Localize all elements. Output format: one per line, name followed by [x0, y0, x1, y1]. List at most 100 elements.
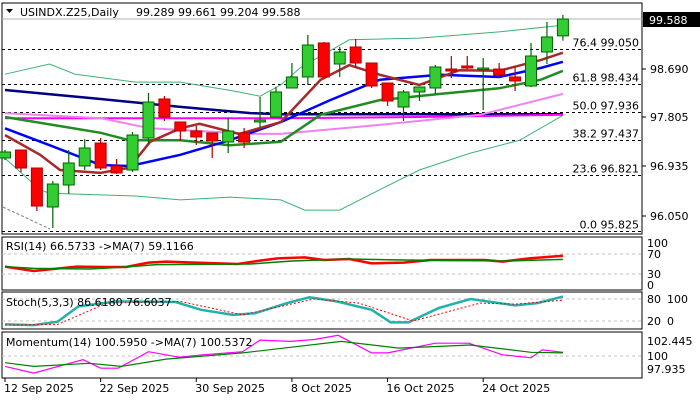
stoch-tick-label: 100: [667, 293, 688, 306]
candle[interactable]: [110, 158, 123, 174]
candle[interactable]: [190, 125, 203, 146]
bear-candle-body: [381, 82, 394, 102]
bear-candle-body: [30, 167, 43, 207]
momentum-title: Momentum(14) 100.5950 ->MA(7) 100.5372: [6, 336, 253, 349]
date-tick-label: 16 Oct 2025: [387, 382, 455, 395]
date-tick-label: 30 Sep 2025: [195, 382, 265, 395]
rsi-tick-label: 0: [647, 279, 654, 292]
fib-level-label: 0.0 95.825: [580, 219, 639, 232]
candle[interactable]: [158, 95, 171, 122]
stoch-tick-label: 20: [647, 315, 661, 328]
momentum-panel[interactable]: Momentum(14) 100.5950 ->MA(7) 100.5372: [2, 334, 642, 374]
panel-frames: [1, 2, 643, 379]
date-tick-label: 12 Sep 2025: [4, 382, 74, 395]
fib-level-label: 23.6 96.821: [573, 163, 639, 176]
candle[interactable]: [94, 138, 107, 170]
bull-candle-body: [413, 86, 426, 93]
candle[interactable]: [126, 132, 139, 173]
brown-ma-line: [4, 51, 564, 175]
symbol-label: USINDX.Z25,Daily: [20, 6, 119, 19]
candle[interactable]: [142, 92, 155, 144]
candle[interactable]: [317, 42, 330, 78]
candle[interactable]: [540, 21, 553, 65]
candle[interactable]: [78, 139, 91, 170]
candle[interactable]: [381, 82, 394, 107]
candle[interactable]: [238, 128, 251, 148]
price-tick-label: 97.805: [650, 111, 689, 124]
momentum-tick-label: 97.935: [647, 363, 686, 376]
rsi-title: RSI(14) 66.5733 ->MA(7) 59.1166: [6, 240, 194, 253]
price-tick-label: 98.690: [650, 63, 689, 76]
candle[interactable]: [0, 150, 11, 161]
candle[interactable]: [301, 35, 314, 85]
bear-candle-body: [509, 76, 522, 82]
bear-candle-body: [317, 42, 330, 78]
rsi-panel-frame: [1, 236, 643, 291]
candle[interactable]: [285, 62, 298, 89]
candle[interactable]: [333, 46, 346, 77]
candle[interactable]: [174, 121, 187, 141]
momentum-tick-label: 102.445: [647, 335, 693, 348]
candle[interactable]: [14, 149, 27, 173]
candle[interactable]: [365, 62, 378, 88]
fib-trendline: [2, 206, 51, 230]
bear-candle-body: [94, 142, 107, 169]
candle[interactable]: [206, 132, 219, 158]
rsi-tick-label: 70: [647, 248, 661, 261]
bull-candle-body: [540, 36, 553, 53]
main-panel-frame: [1, 2, 643, 235]
candle[interactable]: [254, 97, 267, 128]
bull-candle-body: [142, 101, 155, 139]
candle[interactable]: [556, 14, 569, 41]
bull-candle-body: [254, 119, 267, 123]
price-panel[interactable]: 76.4 99.050 61.8 98.434 50.0 97.936 38.2 97…: [0, 14, 642, 232]
bull-candle-body: [429, 66, 442, 89]
price-tick-label: 96.050: [650, 210, 689, 223]
bull-candle-body: [285, 76, 298, 89]
green-ma-line: [4, 69, 564, 147]
bear-candle-body: [110, 165, 123, 174]
candle[interactable]: [509, 66, 522, 92]
fib-level-label: 61.8 98.434: [573, 72, 639, 85]
fib-level-label: 76.4 99.050: [573, 37, 639, 50]
bear-candle-body: [206, 132, 219, 142]
bear-candle-body: [349, 46, 362, 64]
candle[interactable]: [429, 65, 442, 95]
rsi-panel[interactable]: RSI(14) 66.5733 ->MA(7) 59.1166: [2, 240, 642, 275]
date-tick-label: 22 Sep 2025: [100, 382, 170, 395]
current-price-tag: [643, 12, 700, 27]
candle[interactable]: [46, 180, 59, 229]
upper-band-line: [4, 24, 563, 97]
candle[interactable]: [461, 55, 474, 70]
triangle-down-icon[interactable]: [6, 9, 13, 13]
fib-level-label: 38.2 97.437: [573, 128, 639, 141]
candle[interactable]: [413, 86, 426, 102]
bull-candle-body: [397, 91, 410, 108]
candle[interactable]: [397, 90, 410, 122]
stoch-title: Stoch(5,3,3) 86.6180 76.6037: [6, 296, 172, 309]
stoch-panel[interactable]: Stoch(5,3,3) 86.6180 76.6037: [2, 295, 642, 327]
axes: 99.588 98.690 97.805 96.935 96.050 12 Sep 202…: [4, 12, 700, 395]
stoch-series-line: [4, 295, 564, 327]
candle[interactable]: [477, 57, 490, 110]
candle[interactable]: [222, 117, 235, 154]
bull-candle-body: [78, 147, 91, 167]
violet-ma-line: [4, 92, 564, 135]
candle[interactable]: [269, 87, 282, 118]
candle[interactable]: [445, 55, 458, 78]
candle[interactable]: [493, 62, 506, 78]
rsi-series-line: [4, 258, 563, 270]
bull-candle-body: [477, 67, 490, 71]
bear-candle-body: [461, 65, 474, 69]
bear-candle-body: [14, 149, 27, 169]
candle[interactable]: [30, 167, 43, 211]
candle[interactable]: [62, 150, 75, 195]
bear-candle-body: [174, 121, 187, 132]
bear-candle-body: [238, 132, 251, 143]
rsi-tick-label: 100: [647, 237, 668, 250]
candle[interactable]: [349, 39, 362, 69]
current-price-value: 99.588: [649, 14, 688, 27]
candle[interactable]: [525, 42, 538, 88]
price-tick-label: 96.935: [650, 160, 689, 173]
